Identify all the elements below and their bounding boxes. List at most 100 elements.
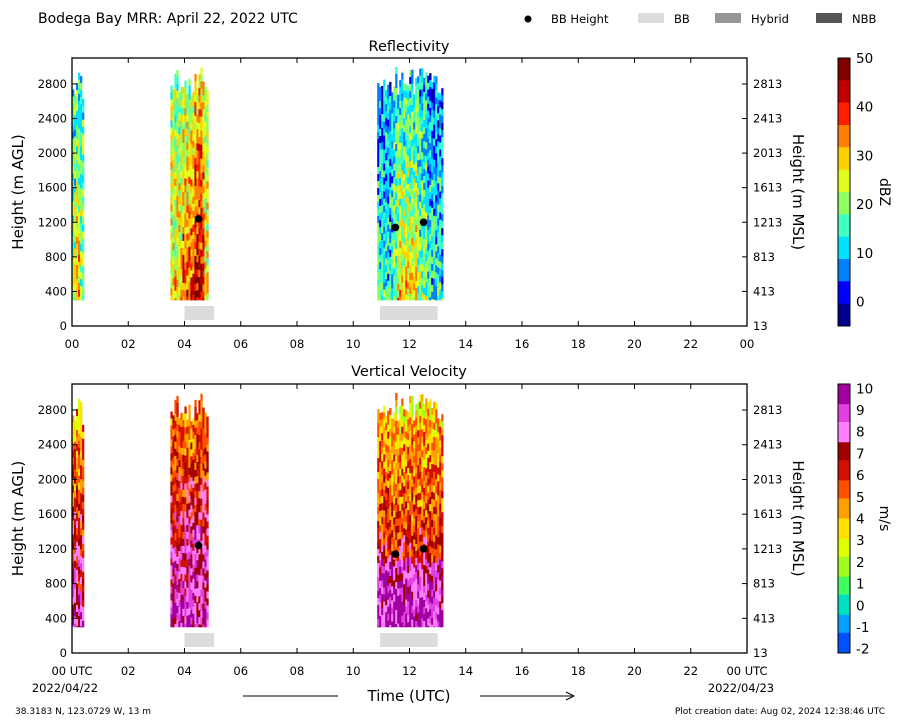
- heatmap-cell: [409, 266, 412, 274]
- colorbar-segment: [838, 603, 850, 607]
- heatmap-cell: [429, 455, 432, 463]
- heatmap-cell: [395, 74, 398, 82]
- heatmap-cell: [401, 79, 404, 87]
- heatmap-cell: [178, 593, 181, 601]
- heatmap-cell: [431, 456, 434, 465]
- heatmap-cell: [80, 598, 83, 606]
- heatmap-cell: [80, 272, 83, 280]
- heatmap-cell: [435, 598, 438, 606]
- heatmap-cell: [431, 414, 434, 423]
- heatmap-cell: [200, 109, 203, 117]
- heatmap-cell: [391, 92, 394, 100]
- heatmap-cell: [399, 489, 402, 498]
- heatmap-cell: [202, 291, 205, 299]
- heatmap-cell: [407, 615, 410, 623]
- heatmap-cell: [391, 439, 394, 447]
- heatmap-cell: [431, 435, 434, 444]
- heatmap-cell: [383, 615, 386, 623]
- x-tick-label: 16: [515, 337, 530, 351]
- heatmap-cell: [182, 573, 185, 582]
- heatmap-cell: [381, 275, 384, 283]
- heatmap-cell: [206, 472, 209, 480]
- heatmap-cell: [74, 220, 77, 228]
- heatmap-cell: [401, 128, 404, 136]
- heatmap-cell: [377, 118, 380, 126]
- heatmap-cell: [172, 194, 175, 202]
- heatmap-cell: [176, 451, 179, 460]
- heatmap-cell: [419, 520, 422, 529]
- heatmap-cell: [421, 443, 424, 451]
- heatmap-cell: [206, 139, 209, 147]
- heatmap-cell: [435, 444, 438, 452]
- heatmap-cell: [80, 591, 83, 599]
- heatmap-cell: [176, 237, 179, 246]
- heatmap-cell: [198, 81, 201, 89]
- heatmap-cell: [377, 416, 380, 424]
- heatmap-cell: [387, 154, 390, 162]
- heatmap-cell: [194, 518, 197, 527]
- heatmap-cell: [174, 574, 177, 583]
- heatmap-cell: [188, 572, 191, 580]
- heatmap-cell: [184, 525, 187, 533]
- heatmap-cell: [196, 290, 199, 298]
- heatmap-cell: [383, 149, 386, 157]
- heatmap-cell: [405, 473, 408, 481]
- heatmap-cell: [194, 87, 197, 96]
- heatmap-cell: [407, 114, 410, 122]
- heatmap-cell: [82, 585, 85, 594]
- heatmap-cell: [200, 603, 203, 612]
- heatmap-cell: [74, 420, 77, 428]
- heatmap-cell: [395, 617, 398, 625]
- heatmap-cell: [431, 547, 434, 556]
- heatmap-cell: [393, 566, 396, 574]
- colorbar-segment: [838, 296, 850, 300]
- heatmap-cell: [425, 426, 428, 434]
- heatmap-cell: [431, 151, 434, 160]
- heatmap-cell: [429, 588, 432, 596]
- heatmap-cell: [192, 203, 195, 212]
- heatmap-cell: [184, 255, 187, 263]
- heatmap-cell: [82, 238, 85, 246]
- heatmap-cell: [186, 615, 189, 624]
- heatmap-cell: [194, 234, 197, 243]
- heatmap-cell: [377, 514, 380, 522]
- heatmap-cell: [72, 285, 75, 293]
- heatmap-cell: [407, 538, 410, 546]
- heatmap-cell: [421, 194, 424, 202]
- heatmap-cell: [425, 531, 428, 539]
- heatmap-cell: [176, 251, 179, 260]
- heatmap-cell: [393, 219, 396, 227]
- heatmap-cell: [433, 215, 436, 223]
- heatmap-cell: [391, 99, 394, 107]
- heatmap-cell: [405, 585, 408, 593]
- heatmap-cell: [417, 521, 420, 529]
- heatmap-cell: [427, 541, 430, 549]
- heatmap-cell: [383, 601, 386, 609]
- heatmap-cell: [377, 230, 380, 238]
- heatmap-cell: [379, 129, 382, 137]
- heatmap-cell: [393, 496, 396, 504]
- heatmap-cell: [429, 462, 432, 470]
- heatmap-cell: [389, 165, 392, 174]
- heatmap-cell: [182, 468, 185, 477]
- heatmap-cell: [399, 426, 402, 435]
- heatmap-cell: [186, 205, 189, 213]
- heatmap-cell: [76, 465, 79, 473]
- colorbar-segment: [838, 176, 850, 179]
- heatmap-cell: [198, 512, 201, 520]
- heatmap-cell: [202, 533, 205, 541]
- colorbar-segment: [838, 585, 850, 589]
- heatmap-cell: [204, 268, 207, 276]
- x-tick-label: 04: [177, 664, 192, 678]
- heatmap-cell: [431, 298, 434, 301]
- heatmap-cell: [190, 200, 193, 208]
- heatmap-cell: [176, 244, 179, 253]
- heatmap-cell: [429, 122, 432, 130]
- heatmap-cell: [190, 533, 193, 541]
- heatmap-cell: [421, 471, 424, 479]
- heatmap-cell: [377, 83, 380, 91]
- heatmap-cell: [389, 611, 392, 619]
- heatmap-cell: [415, 120, 418, 128]
- heatmap-cell: [411, 598, 414, 606]
- heatmap-cell: [401, 247, 404, 255]
